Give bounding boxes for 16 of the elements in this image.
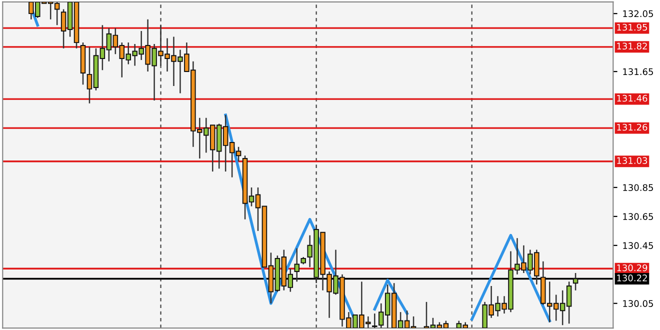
candlestick — [372, 312, 378, 328]
y-tick-label: 130.05 — [623, 300, 653, 307]
ref-line-label: 130.22 — [617, 274, 647, 282]
ref-line-label: 131.95 — [617, 24, 647, 31]
ref-line-label: 130.29 — [617, 264, 648, 272]
ref-line-label: 131.03 — [617, 157, 648, 164]
y-tick-label: 131.65 — [623, 68, 653, 76]
ref-line-label: 131.26 — [617, 124, 648, 131]
y-tick-label: 132.05 — [623, 10, 653, 18]
candlestick — [572, 272, 578, 291]
y-tick-label: 130.85 — [623, 184, 653, 192]
y-tick-label: 130.65 — [623, 213, 653, 220]
y-tick-label: 130.45 — [623, 242, 653, 249]
ref-line-label: 131.46 — [617, 94, 648, 102]
candlestick — [294, 248, 300, 282]
ref-line-label: 131.82 — [617, 42, 647, 50]
